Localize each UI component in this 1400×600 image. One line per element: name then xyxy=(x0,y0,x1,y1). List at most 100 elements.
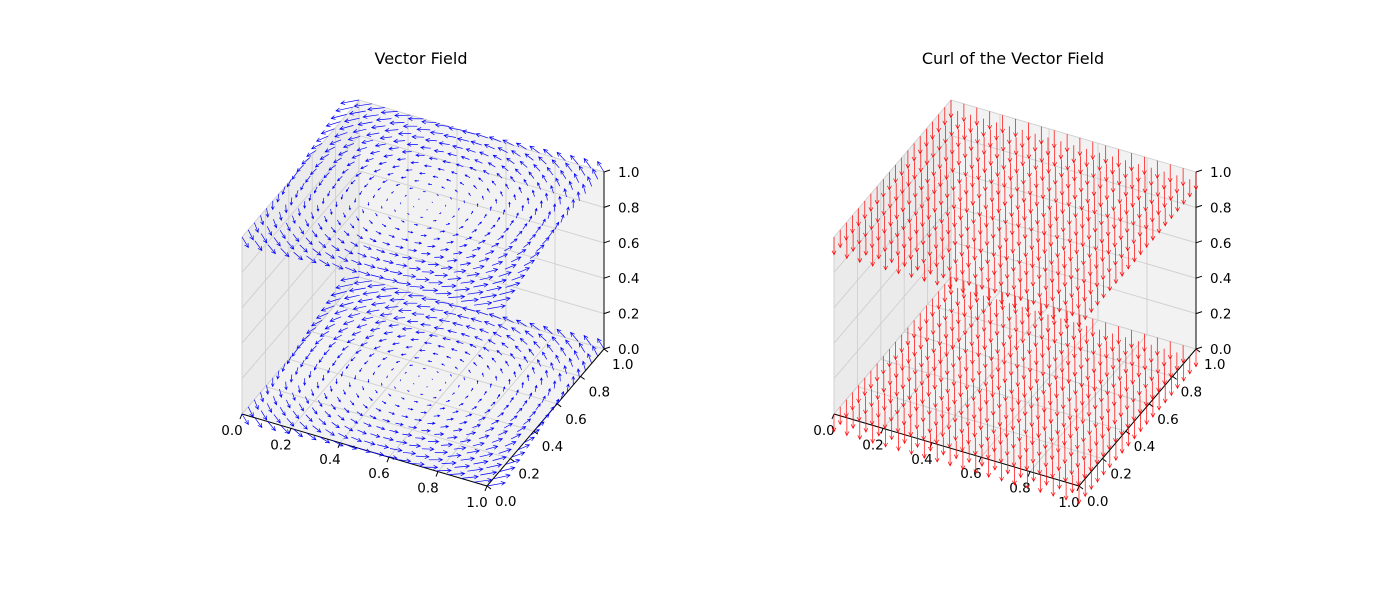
quiver-arrow xyxy=(1131,402,1137,422)
quiver-arrow xyxy=(351,331,361,336)
quiver-arrow xyxy=(381,400,387,404)
quiver-arrow xyxy=(435,468,452,473)
quiver-arrow xyxy=(1003,383,1008,402)
quiver-arrow xyxy=(360,342,368,347)
quiver-arrow xyxy=(377,267,390,272)
z-tick xyxy=(603,346,611,350)
quiver-arrow xyxy=(1091,178,1097,197)
quiver-arrow xyxy=(363,245,372,250)
quiver-group xyxy=(241,99,605,487)
quiver-arrow xyxy=(393,315,406,321)
quiver-arrow xyxy=(1154,160,1160,180)
quiver-arrow xyxy=(1110,156,1115,175)
quiver-arrow xyxy=(995,354,1001,373)
quiver-arrow xyxy=(388,234,395,238)
quiver-arrow xyxy=(304,219,309,227)
quiver-arrow xyxy=(960,451,966,471)
quiver-arrow xyxy=(1009,394,1015,413)
quiver-arrow xyxy=(1100,420,1105,440)
quiver-arrow xyxy=(394,209,396,212)
quiver-arrow xyxy=(510,256,522,263)
quiver-arrow xyxy=(347,313,361,318)
quiver-arrow xyxy=(1051,130,1057,149)
quiver-arrow xyxy=(297,208,301,217)
quiver-arrow xyxy=(265,385,270,395)
quiver-arrow xyxy=(1026,299,1031,319)
quiver-arrow xyxy=(936,132,942,152)
quiver-arrow xyxy=(1042,431,1048,450)
quiver-arrow xyxy=(1067,206,1072,226)
quiver-arrow xyxy=(270,377,275,388)
quiver-arrow xyxy=(305,237,313,246)
quiver-arrow xyxy=(560,346,567,356)
quiver-arrow xyxy=(414,179,420,182)
gridline xyxy=(833,135,952,273)
quiver-arrow xyxy=(1084,148,1090,168)
quiver-arrow xyxy=(266,226,273,236)
quiver-arrow xyxy=(411,134,425,140)
quiver-arrow xyxy=(280,425,290,435)
quiver-arrow xyxy=(382,241,391,246)
quiver-arrow xyxy=(1130,384,1136,404)
quiver-arrow xyxy=(493,473,511,480)
quiver-arrow xyxy=(981,295,986,315)
quiver-arrow xyxy=(295,190,299,199)
quiver-arrow xyxy=(1154,337,1160,357)
quiver-arrow xyxy=(970,364,976,384)
quiver-arrow xyxy=(478,434,490,439)
quiver-arrow xyxy=(447,276,462,281)
quiver-arrow xyxy=(389,297,405,303)
quiver-arrow xyxy=(1111,369,1116,389)
quiver-arrow xyxy=(332,183,337,190)
z-tick xyxy=(1195,204,1203,208)
quiver-arrow xyxy=(332,263,344,270)
quiver-arrow xyxy=(1137,218,1143,238)
quiver-arrow xyxy=(863,237,869,256)
quiver-arrow xyxy=(357,429,367,435)
quiver-arrow xyxy=(1124,196,1129,216)
quiver-arrow xyxy=(1116,326,1121,345)
quiver-arrow xyxy=(498,430,509,436)
quiver-arrow xyxy=(368,220,373,224)
gridline xyxy=(950,134,1197,208)
quiver-arrow xyxy=(971,205,976,225)
quiver-arrow xyxy=(376,249,386,254)
z-tick-label: 0.0 xyxy=(1210,342,1231,358)
quiver-arrow xyxy=(366,309,380,314)
quiver-arrow xyxy=(857,244,863,264)
quiver-arrow xyxy=(1055,257,1061,277)
quiver-arrow xyxy=(317,223,323,231)
quiver-arrow xyxy=(416,127,431,132)
quiver-arrow xyxy=(1097,170,1103,190)
quiver-arrow xyxy=(1048,405,1054,425)
quiver-arrow xyxy=(966,426,971,445)
quiver-arrow xyxy=(464,351,471,356)
quiver-arrow xyxy=(1074,413,1080,432)
quiver-arrow xyxy=(523,259,535,267)
quiver-arrow xyxy=(1082,460,1087,480)
quiver-arrow xyxy=(519,337,528,345)
quiver-arrow xyxy=(1073,217,1079,237)
quiver-arrow xyxy=(924,147,930,166)
quiver-arrow xyxy=(1129,348,1135,367)
quiver-arrow xyxy=(273,237,281,247)
quiver-arrow xyxy=(535,403,541,411)
quiver-arrow xyxy=(345,443,358,450)
quiver-arrow xyxy=(1142,156,1147,176)
quiver-arrow xyxy=(254,240,263,252)
quiver-arrow xyxy=(987,111,993,130)
quiver-arrow xyxy=(1046,332,1051,352)
quiver-arrow xyxy=(966,267,972,287)
quiver-arrow xyxy=(328,342,336,348)
quiver-arrow xyxy=(310,345,317,353)
quiver-arrow xyxy=(1110,333,1115,352)
quiver-arrow xyxy=(989,343,994,362)
quiver-arrow xyxy=(510,433,522,440)
quiver-arrow xyxy=(972,260,978,279)
quiver-arrow xyxy=(389,429,399,434)
quiver-arrow xyxy=(457,207,460,211)
gridline xyxy=(833,205,952,344)
quiver-arrow xyxy=(991,257,997,276)
quiver-arrow xyxy=(996,390,1002,409)
quiver-arrow xyxy=(466,254,477,259)
